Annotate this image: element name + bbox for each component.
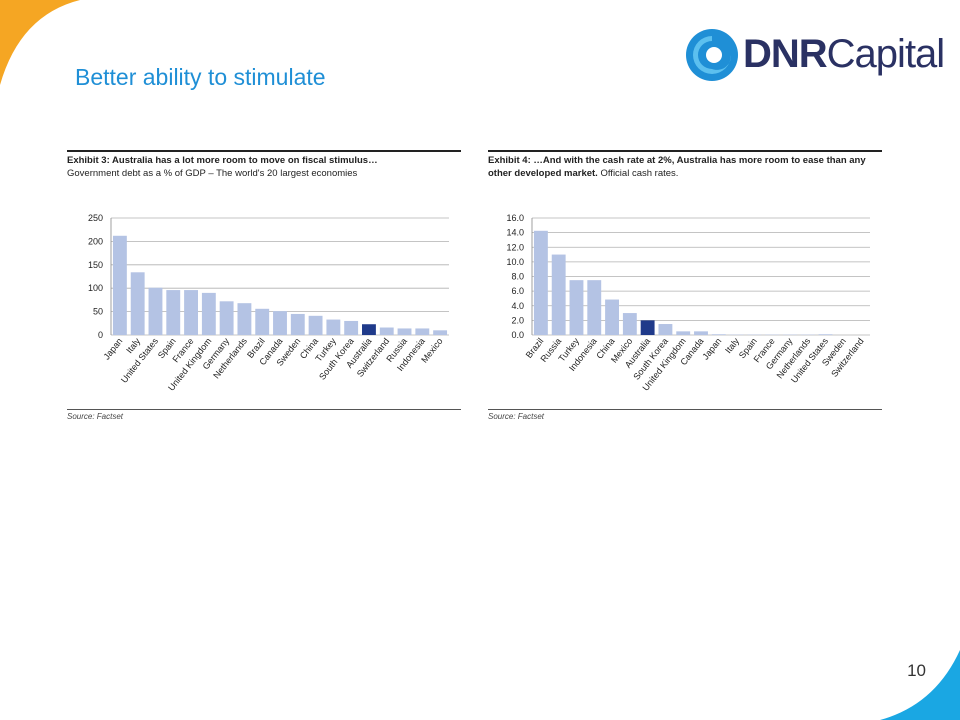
exhibit-top-rule [488, 150, 882, 152]
bar-mexico [622, 313, 637, 335]
y-tick-label: 100 [88, 283, 103, 293]
y-tick-label: 0.0 [511, 330, 524, 340]
x-tick-label: Japan [101, 336, 124, 361]
logo-part2: Capital [826, 32, 946, 76]
bar-indonesia [587, 280, 602, 335]
bar-spain [166, 290, 181, 335]
bar-canada [273, 311, 287, 335]
bar-united-kingdom [676, 331, 691, 335]
y-tick-label: 4.0 [511, 301, 524, 311]
cash-rate-chart: 0.02.04.06.08.010.012.014.016.0BrazilRus… [506, 213, 870, 393]
bar-mexico [433, 330, 448, 335]
bar-china [308, 315, 323, 335]
bar-netherlands [237, 303, 252, 335]
bar-italy [130, 272, 145, 335]
exhibit-label: Exhibit 4: …And with the cash rate at 2%… [488, 155, 866, 179]
exhibit-subtitle: Official cash rates. [600, 168, 679, 179]
exhibit-source: Source: Factset [67, 412, 124, 421]
y-tick-label: 12.0 [506, 242, 524, 252]
bar-south-korea [344, 320, 359, 335]
exhibit-4: Exhibit 4: …And with the cash rate at 2%… [488, 150, 882, 426]
bar-indonesia [415, 328, 430, 335]
bar-south-korea [658, 324, 673, 335]
bar-brazil [255, 308, 270, 335]
logo-part1: DNR [743, 32, 828, 76]
y-tick-label: 6.0 [511, 286, 524, 296]
bar-china [605, 299, 619, 335]
y-tick-label: 200 [88, 236, 103, 246]
x-tick-label: Japan [700, 336, 723, 361]
bar-united-states [148, 287, 163, 335]
bar-turkey [326, 319, 341, 335]
bar-russia [397, 328, 412, 335]
exhibit-bottom-rule [67, 409, 461, 410]
exhibit-heading: Exhibit 3: Australia has a lot more room… [67, 154, 461, 180]
bar-germany [219, 301, 234, 335]
y-tick-label: 14.0 [506, 228, 524, 238]
corner-decoration-bottom-right [880, 650, 960, 720]
bar-australia [362, 324, 376, 335]
exhibit-label: Exhibit 3: Australia has a lot more room… [67, 155, 378, 166]
logo-swirl-icon [686, 29, 738, 81]
page-number: 10 [907, 661, 926, 680]
exhibit-bottom-rule [488, 409, 882, 410]
bar-sweden [290, 313, 305, 335]
exhibit-source: Source: Factset [488, 412, 545, 421]
y-tick-label: 16.0 [506, 213, 524, 223]
company-logo: DNRCapital [685, 28, 945, 84]
y-tick-label: 8.0 [511, 272, 524, 282]
corner-decoration-top-left [0, 0, 80, 85]
bar-canada [694, 331, 708, 335]
slide-title: Better ability to stimulate [75, 64, 326, 90]
exhibit-3: Exhibit 3: Australia has a lot more room… [67, 150, 461, 426]
y-tick-label: 0 [98, 330, 103, 340]
y-tick-label: 250 [88, 213, 103, 223]
bar-russia [551, 254, 566, 335]
bar-turkey [569, 280, 584, 335]
y-tick-label: 50 [93, 307, 103, 317]
bar-japan [112, 235, 127, 335]
y-tick-label: 150 [88, 260, 103, 270]
bar-switzerland [379, 327, 394, 335]
exhibit-subtitle: Government debt as a % of GDP – The worl… [67, 168, 358, 179]
y-tick-label: 2.0 [511, 315, 524, 325]
bar-united-states [818, 334, 833, 335]
y-tick-label: 10.0 [506, 257, 524, 267]
exhibit-top-rule [67, 150, 461, 152]
bar-japan [711, 334, 726, 335]
bar-france [184, 290, 198, 335]
bar-united-kingdom [201, 292, 216, 335]
bar-australia [640, 320, 655, 335]
exhibit-heading: Exhibit 4: …And with the cash rate at 2%… [488, 154, 882, 180]
logo-wordmark: DNRCapital [743, 32, 946, 77]
bar-brazil [533, 230, 548, 335]
